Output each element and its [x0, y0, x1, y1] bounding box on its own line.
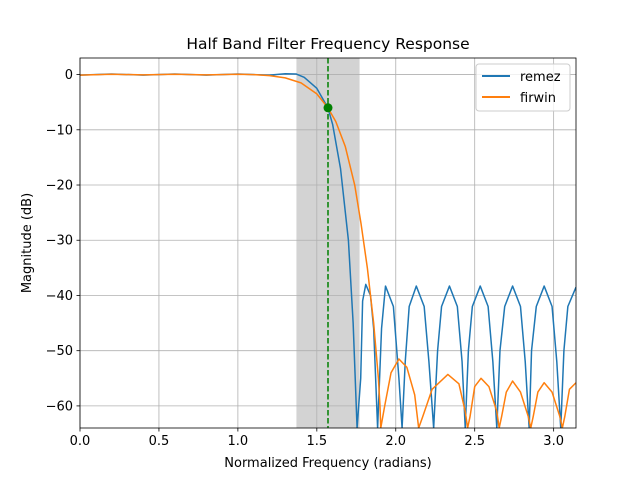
x-tick-label: 2.0	[385, 434, 406, 449]
cutoff-layer	[323, 58, 333, 428]
legend-label-remez: remez	[520, 70, 561, 85]
legend: remez firwin	[475, 63, 571, 112]
x-tick-label: 1.0	[228, 434, 249, 449]
x-axis-label: Normalized Frequency (radians)	[224, 456, 431, 471]
x-tick-label: 0.0	[70, 434, 91, 449]
x-tick-label: 3.0	[543, 434, 564, 449]
series-layer	[80, 72, 576, 428]
y-tick-label: −50	[46, 344, 73, 359]
plot-frame	[79, 57, 577, 429]
x-tick-label: 0.5	[149, 434, 170, 449]
chart-title: Half Band Filter Frequency Response	[186, 35, 469, 53]
y-tick-label: −10	[46, 123, 73, 138]
x-tick-label: 2.5	[464, 434, 485, 449]
y-tick-label: −60	[46, 399, 73, 414]
tick-layer: 0.0 0.5 1.0 1.5 2.0 2.5 3.0 0 −10 −20 −30 −40 −50 −60	[46, 68, 564, 449]
legend-label-firwin: firwin	[520, 91, 556, 106]
y-tick-label: −40	[46, 289, 73, 304]
y-axis-label: Magnitude (dB)	[20, 193, 35, 293]
series-line-firwin	[80, 73, 576, 428]
y-tick-label: −30	[46, 234, 73, 249]
y-tick-label: 0	[65, 68, 73, 83]
y-tick-label: −20	[46, 179, 73, 194]
x-tick-label: 1.5	[306, 434, 327, 449]
cutoff-marker	[323, 103, 333, 113]
series-line-remez	[80, 72, 576, 428]
